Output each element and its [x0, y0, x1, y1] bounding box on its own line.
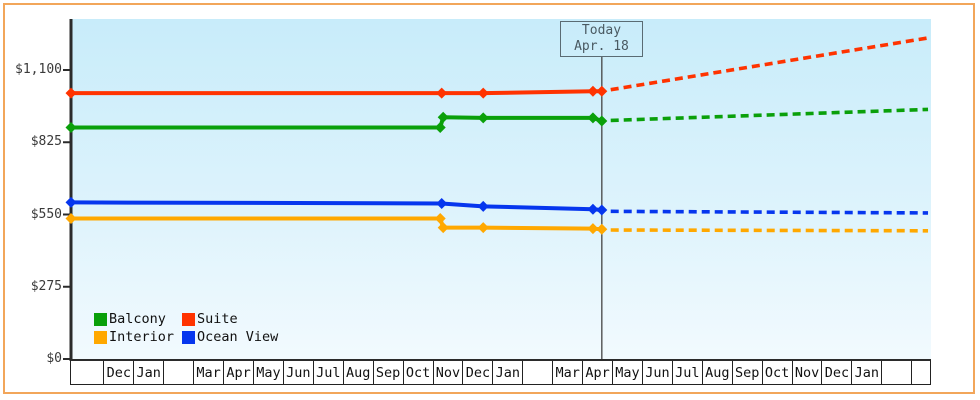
legend-item-suite: Suite — [182, 311, 278, 327]
y-axis-tick — [63, 358, 70, 360]
suite-marker — [477, 87, 489, 99]
ocean-view-marker — [596, 204, 608, 216]
month-cell: Aug — [703, 361, 733, 384]
legend-item-balcony: Balcony — [94, 311, 182, 327]
ocean-view-marker — [65, 196, 77, 208]
month-cell: Apr — [224, 361, 254, 384]
legend-swatch — [94, 330, 107, 344]
today-date: Apr. 18 — [574, 39, 629, 54]
month-cell: Mar — [194, 361, 225, 384]
month-cell: Jul — [673, 361, 703, 384]
x-axis-month-row: Dec Jan Mar Apr May Jun Jul Aug Sep Oct Nov Dec Jan M… — [70, 359, 931, 385]
month-cell: Dec — [822, 361, 853, 384]
balcony-marker — [596, 115, 608, 127]
month-cell: May — [613, 361, 643, 384]
interior-marker — [65, 212, 77, 224]
legend-swatch — [94, 312, 107, 326]
legend-label: Balcony — [109, 311, 166, 327]
month-cell: May — [254, 361, 284, 384]
today-marker-box: Today Apr. 18 — [560, 21, 643, 57]
legend-swatch — [182, 312, 195, 326]
legend-swatch — [182, 330, 195, 344]
month-cell — [71, 361, 105, 384]
ocean-view-line — [70, 200, 603, 213]
month-cell — [523, 361, 554, 384]
interior-marker — [587, 223, 599, 235]
suite-marker — [596, 85, 608, 97]
month-cell: Jun — [284, 361, 314, 384]
legend-label: Suite — [197, 311, 238, 327]
month-cell: Jul — [314, 361, 344, 384]
month-cell: Dec — [463, 361, 494, 384]
interior-marker — [596, 223, 608, 235]
ocean-view-marker — [477, 200, 489, 212]
y-axis-tick-label: $825 — [30, 134, 62, 150]
balcony-marker — [587, 112, 599, 124]
plot-area — [71, 19, 931, 359]
interior-marker — [477, 222, 489, 234]
month-cell: Jun — [643, 361, 673, 384]
legend-item-interior: Interior — [94, 329, 182, 345]
month-cell: Oct — [763, 361, 793, 384]
balcony-forecast-line — [610, 107, 929, 123]
y-axis-tick — [63, 141, 70, 144]
y-axis-tick-label: $1,100 — [15, 62, 62, 77]
balcony-marker — [65, 122, 77, 134]
month-cell: Sep — [733, 361, 763, 384]
balcony-marker — [434, 122, 446, 134]
ocean-view-marker — [587, 203, 599, 215]
month-cell: Apr — [583, 361, 614, 384]
y-axis-tick — [63, 285, 70, 288]
balcony-marker — [477, 112, 489, 124]
month-cell: Aug — [344, 361, 374, 384]
y-axis-tick — [63, 213, 70, 216]
ocean-view-forecast-line — [610, 209, 929, 215]
balcony-line — [71, 115, 603, 130]
suite-forecast-line — [610, 36, 929, 92]
interior-forecast-line — [610, 228, 929, 233]
y-axis-tick — [63, 69, 70, 71]
interior-line — [71, 216, 602, 232]
month-cell — [912, 361, 930, 384]
month-cell: Jan — [852, 361, 883, 384]
y-axis-tick-label: $0 — [46, 351, 62, 366]
month-cell: Mar — [553, 361, 584, 384]
month-cell: Nov — [793, 361, 823, 384]
suite-marker — [587, 85, 599, 97]
month-cell — [882, 361, 913, 384]
legend-label: Interior — [109, 329, 175, 345]
month-cell — [164, 361, 195, 384]
y-axis-tick-label: $275 — [30, 278, 62, 294]
ocean-view-marker — [436, 197, 448, 209]
legend-item-ocean-view: Ocean View — [182, 329, 278, 345]
month-cell: Sep — [374, 361, 404, 384]
interior-marker — [437, 222, 449, 234]
month-cell: Dec — [104, 361, 135, 384]
legend: Balcony Suite Interior Ocean View — [94, 311, 278, 345]
y-axis-line — [69, 19, 73, 361]
interior-marker — [434, 212, 446, 224]
suite-marker — [436, 87, 448, 99]
month-cell: Jan — [134, 361, 165, 384]
legend-label: Ocean View — [197, 329, 279, 345]
balcony-marker — [437, 111, 449, 123]
suite-marker — [65, 87, 77, 99]
month-cell: Oct — [404, 361, 434, 384]
month-cell: Jan — [493, 361, 524, 384]
today-label: Today — [581, 23, 622, 38]
suite-line — [71, 89, 602, 96]
y-axis-tick-label: $550 — [30, 206, 62, 222]
month-cell: Nov — [434, 361, 464, 384]
